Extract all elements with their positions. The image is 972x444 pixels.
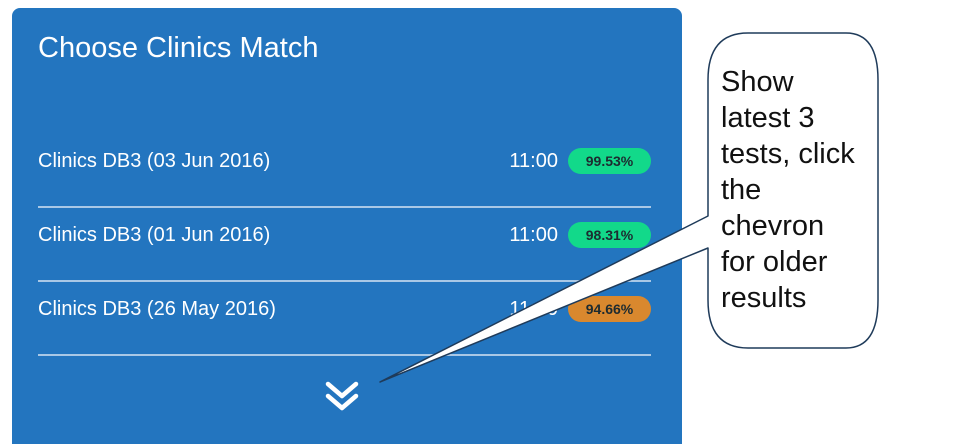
- match-row[interactable]: Clinics DB3 (01 Jun 2016) 11:00 98.31%: [38, 208, 651, 282]
- double-chevron-down-icon[interactable]: [322, 380, 362, 414]
- clinics-match-card: Choose Clinics Match Clinics DB3 (03 Jun…: [12, 8, 682, 444]
- callout-text: Show latest 3 tests, click the chevron f…: [721, 66, 855, 314]
- match-score-badge: 99.53%: [568, 148, 651, 174]
- match-score-badge: 98.31%: [568, 222, 651, 248]
- match-score-badge: 94.66%: [568, 296, 651, 322]
- match-time: 11:00: [509, 298, 558, 320]
- card-title: Choose Clinics Match: [38, 32, 319, 64]
- match-row[interactable]: Clinics DB3 (03 Jun 2016) 11:00 99.53%: [38, 134, 651, 208]
- match-label: Clinics DB3 (26 May 2016): [38, 298, 276, 320]
- match-row[interactable]: Clinics DB3 (26 May 2016) 11:00 94.66%: [38, 282, 651, 356]
- match-time: 11:00: [509, 224, 558, 246]
- match-label: Clinics DB3 (01 Jun 2016): [38, 224, 271, 246]
- match-label: Clinics DB3 (03 Jun 2016): [38, 150, 271, 172]
- match-time: 11:00: [509, 150, 558, 172]
- show-older-results-button[interactable]: [322, 380, 362, 414]
